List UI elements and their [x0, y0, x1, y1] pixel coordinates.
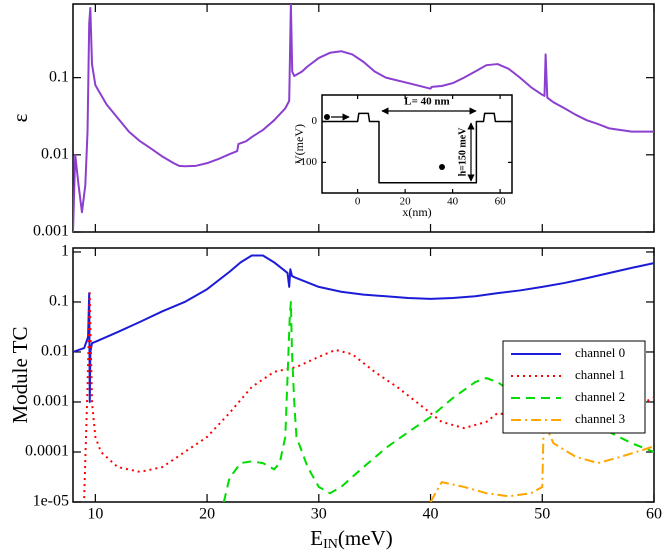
legend-label: channel 2	[575, 389, 625, 404]
depth-label: h=150 meV	[457, 127, 468, 177]
x-axis-label: EIN(meV)	[310, 526, 392, 552]
incoming-particle	[324, 114, 330, 120]
panel: 10 20 30 40 50 60 1e-05 0.0001 0.001 0.01 0.1 1 Modu…	[8, 243, 662, 553]
legend: channel 0 channel 1 channel 2 channel 3	[502, 340, 646, 434]
series-line	[322, 112, 512, 184]
legend-label: channel 0	[575, 345, 625, 360]
x-axis-label-main: E	[310, 526, 323, 550]
y-tick-label: 0.1	[49, 293, 69, 310]
x-tick-label: 10	[87, 506, 103, 523]
legend-label: channel 3	[575, 411, 625, 426]
x-tick-label: 0	[355, 196, 361, 208]
legend-box	[502, 340, 646, 434]
series-line	[83, 292, 654, 499]
plot-frame	[321, 94, 513, 194]
series-line	[73, 4, 654, 232]
legend-label: channel 1	[575, 367, 625, 382]
y-tick-label: 0.001	[33, 223, 69, 240]
y-tick-label: 0.1	[49, 68, 69, 85]
y-axis-label: ε	[8, 113, 32, 122]
y-tick-label: 0	[312, 115, 318, 127]
x-tick-label: 20	[199, 506, 215, 523]
series-line	[73, 254, 654, 403]
x-axis-label: x(nm)	[402, 205, 431, 219]
y-tick-label: 1	[61, 243, 69, 260]
x-tick-label: 40	[447, 196, 459, 208]
bound-particle	[439, 164, 445, 170]
inset-decorations: L= 40 nm h=150 meV	[324, 96, 477, 182]
y-tick-label: 1e-05	[33, 493, 69, 510]
y-axis-label: V(meV)	[292, 124, 306, 164]
x-tick-label: 30	[311, 506, 327, 523]
x-tick-label: 60	[646, 506, 662, 523]
y-tick-label: -100	[297, 156, 318, 168]
width-label: L= 40 nm	[404, 96, 449, 108]
x-tick-label: 20	[400, 196, 412, 208]
x-tick-label: 40	[423, 506, 439, 523]
y-axis-label: Module TC	[8, 326, 32, 423]
x-axis-label-sub: IN	[323, 537, 338, 552]
y-tick-label: 0.0001	[25, 443, 69, 460]
x-tick-label: 60	[495, 196, 507, 208]
x-tick-label: 50	[534, 506, 550, 523]
y-tick-label: 0.01	[41, 343, 69, 360]
x-axis-label-unit: (meV)	[338, 526, 393, 550]
y-tick-label: 0.01	[41, 145, 69, 162]
x-axis-label-main: x(nm)	[402, 205, 431, 219]
y-tick-label: 0.001	[33, 393, 69, 410]
